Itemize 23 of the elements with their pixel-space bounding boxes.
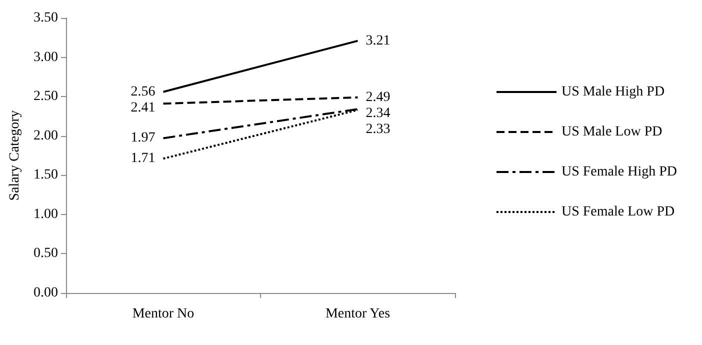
data-label: 2.41 [130,100,156,116]
legend-label: US Male Low PD [562,124,662,140]
legend-label: US Female High PD [562,164,677,180]
y-tick-label: 1.50 [34,168,58,183]
y-tick-label: 3.50 [34,10,58,26]
y-tick-label: 2.50 [34,89,58,104]
data-label: 2.33 [366,122,390,137]
y-tick-label: 3.00 [34,50,58,65]
data-label: 2.34 [366,106,390,121]
legend-label: US Female Low PD [562,204,675,220]
data-label: 1.97 [130,130,156,146]
data-label: 3.21 [366,33,390,48]
y-tick-label: 2.00 [34,128,58,144]
x-tick-label: Mentor Yes [325,306,390,322]
data-label: 2.49 [366,90,390,105]
legend-label: US Male High PD [562,84,665,100]
data-label: 2.56 [130,84,156,100]
y-tick-label: 0.50 [34,246,58,262]
data-label: 1.71 [130,151,156,166]
y-tick-label: 0.00 [34,286,58,300]
x-tick-label: Mentor No [132,306,194,322]
y-axis-title: Salary Category [8,110,22,201]
y-tick-label: 1.00 [34,206,58,222]
